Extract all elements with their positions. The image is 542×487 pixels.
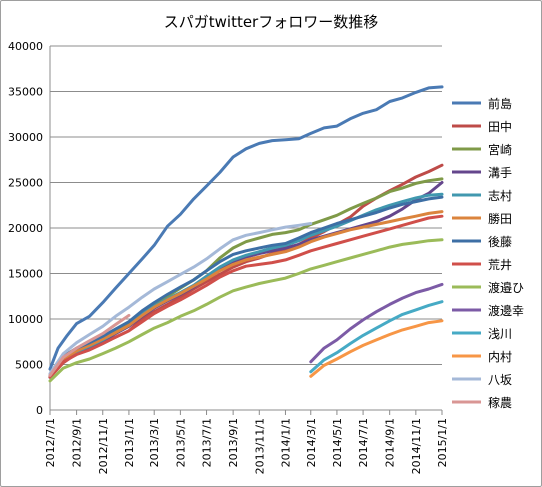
chart-title: スパガtwitterフォロワー数推移 [164,13,378,31]
legend-label: 宮崎 [488,142,512,157]
y-tick-label: 0 [36,404,43,417]
y-tick-label: 25000 [8,177,43,190]
x-tick-label: 2015/1/1 [436,418,449,467]
x-tick-label: 2014/9/1 [384,418,397,467]
series-line [309,300,444,374]
legend-label: 勝田 [488,211,512,226]
series-line [48,238,444,383]
x-tick-label: 2013/3/1 [148,418,161,467]
series-line [48,222,313,376]
legend-label: 後藤 [488,235,512,249]
series-line [48,163,444,379]
y-tick-label: 40000 [8,40,43,53]
x-tick-label: 2014/3/1 [305,418,318,467]
y-tick-label: 15000 [8,268,43,281]
legend-label: 溝手 [488,166,512,180]
x-tick-label: 2014/11/1 [410,418,423,474]
legend-label: 田中 [488,119,512,134]
y-tick-label: 5000 [15,359,43,372]
legend-label: 稼農 [488,395,512,410]
x-tick-label: 2013/7/1 [201,418,214,467]
series-line [48,177,444,379]
x-tick-label: 2013/9/1 [227,418,240,467]
series-line [48,85,444,371]
x-tick-label: 2012/9/1 [71,418,84,467]
series-line [48,195,444,377]
legend-label: 志村 [488,189,512,203]
series-line [48,313,131,377]
legend-label: 前島 [488,96,512,111]
x-tick-label: 2013/5/1 [174,418,187,467]
x-tick-label: 2012/7/1 [44,418,57,467]
legend-label: 渡邉ひ [488,280,524,295]
series-line [309,282,444,364]
legend-label: 内村 [488,350,512,364]
series-lines [48,85,444,383]
x-tick-label: 2014/5/1 [331,418,344,467]
x-tick-label: 2013/1/1 [123,418,136,467]
legend-label: 八坂 [488,373,512,387]
x-tick-label: 2014/7/1 [357,418,370,467]
axes: 0 5000 10000 15000 20000 25000 30000 35000 40000… [8,40,449,474]
legend-label: 浅川 [488,327,512,341]
y-tick-label: 10000 [8,313,43,326]
gridlines [50,45,442,365]
x-tick-label: 2014/1/1 [279,418,292,467]
y-tick-label: 35000 [8,86,43,99]
series-line [48,210,444,378]
legend-label: 荒井 [488,258,512,272]
y-tick-label: 30000 [8,131,43,144]
x-tick-label: 2013/11/1 [253,418,266,474]
legend-label: 渡邊幸 [488,303,524,318]
series-line [48,214,444,379]
x-tick-label: 2012/11/1 [97,418,110,474]
y-tick-label: 20000 [8,222,43,235]
series-line [309,319,444,378]
